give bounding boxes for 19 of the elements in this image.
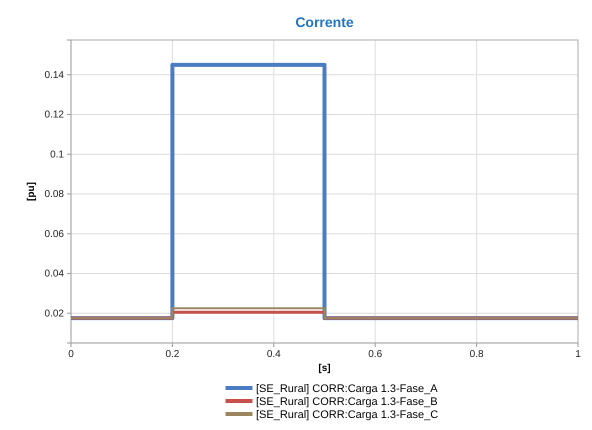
y-tick-label: 0.06 [44,228,64,240]
y-tick-label: 0.02 [44,308,64,320]
x-tick-label: 0 [68,349,74,360]
y-axis-title: [pu] [26,182,37,201]
chart-title: Corrente [295,14,354,30]
x-tick-label: 0.4 [266,349,282,360]
y-tick-label: 0.1 [50,149,64,160]
legend-label: [SE_Rural] CORR:Carga 1.3-Fase_A [256,383,438,395]
x-axis-title: [s] [318,363,331,374]
x-tick-label: 0.2 [165,349,180,360]
y-tick-label: 0.04 [44,268,64,280]
y-tick-label: 0.08 [44,189,64,200]
y-tick-label: 0.14 [44,70,64,81]
legend-label: [SE_Rural] CORR:Carga 1.3-Fase_C [256,409,438,421]
x-tick-label: 0.6 [368,349,383,360]
legend-label: [SE_Rural] CORR:Carga 1.3-Fase_B [256,396,438,408]
y-tick-label: 0.12 [44,110,64,121]
x-tick-label: 1 [575,349,582,360]
x-tick-label: 0.8 [470,349,484,360]
